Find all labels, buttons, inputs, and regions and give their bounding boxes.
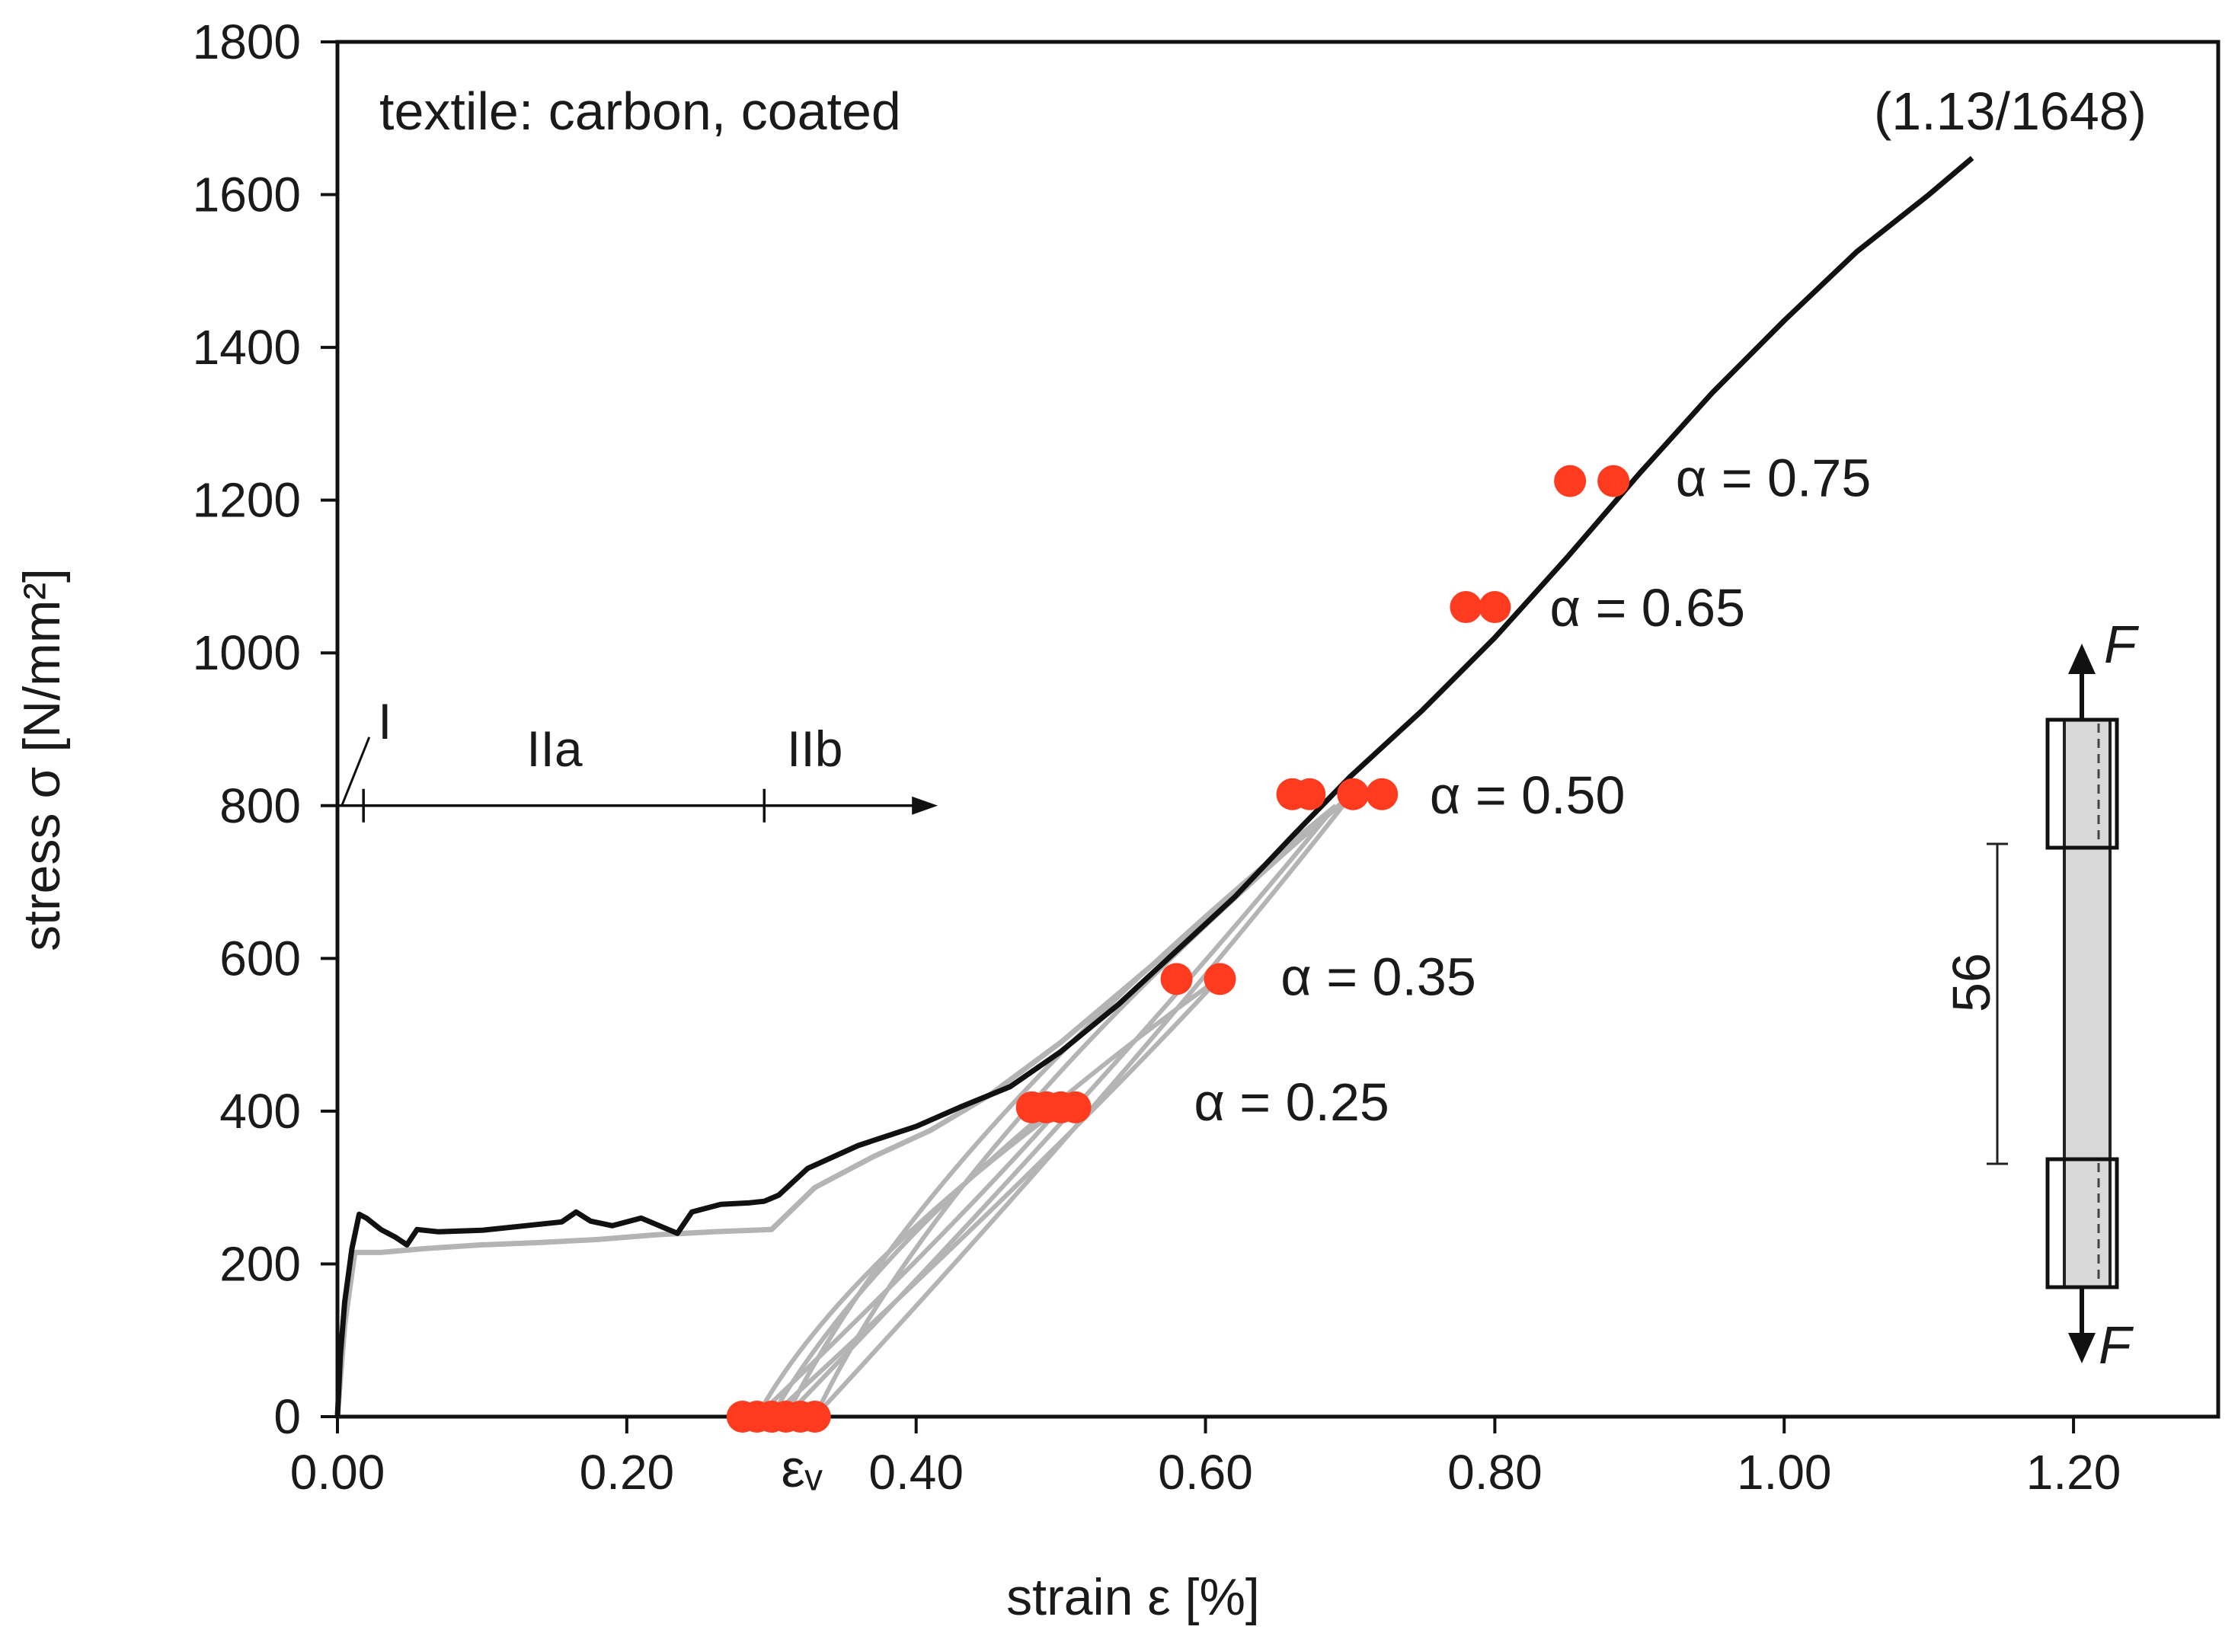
y-axis-title: stress σ [N/mm²] xyxy=(13,568,71,951)
x-tick-label: 1.20 xyxy=(2026,1445,2121,1500)
cyclic-curves xyxy=(334,794,1352,1419)
alpha-marker-point xyxy=(798,1401,831,1433)
force-top-label: F xyxy=(2104,615,2140,674)
unloading-branch xyxy=(784,804,1338,1418)
phase-indicator: I IIa IIb xyxy=(337,693,938,823)
endpoint-annotation: (1.13/1648) xyxy=(1874,81,2147,141)
reloading-branch xyxy=(769,976,1222,1419)
x-tick-label: 0.80 xyxy=(1447,1445,1543,1500)
epsilon-v-label: εᵥ xyxy=(782,1439,823,1498)
alpha-marker-point xyxy=(1160,963,1193,995)
force-top-arrow-icon xyxy=(2068,644,2096,674)
x-tick-label: 0.60 xyxy=(1158,1445,1253,1500)
x-tick-label: 0.40 xyxy=(868,1445,964,1500)
y-tick-label: 800 xyxy=(219,778,301,833)
alpha-label: α = 0.65 xyxy=(1550,578,1745,637)
x-tick-label: 0.00 xyxy=(290,1445,385,1500)
plot-frame xyxy=(335,40,2220,1419)
alpha-marker-point xyxy=(1597,465,1630,497)
y-tick-label: 1000 xyxy=(193,625,301,680)
alpha-marker-point xyxy=(1204,963,1236,995)
monotonic-curve xyxy=(334,155,1974,1417)
phase-IIa-label: IIa xyxy=(526,721,583,777)
alpha-marker-point xyxy=(1479,591,1511,624)
alpha-label: α = 0.25 xyxy=(1194,1072,1389,1132)
textile-annotation: textile: carbon, coated xyxy=(379,81,901,141)
phase-arrow-icon xyxy=(912,796,938,815)
y-tick-label: 1400 xyxy=(193,320,301,375)
y-tick-label: 1800 xyxy=(193,14,301,69)
axis-ticks: 0.00 0.20 0.40 0.60 0.80 1.00 1.20 0 200 400 600 80… xyxy=(193,14,2121,1500)
alpha-label: α = 0.50 xyxy=(1430,765,1625,825)
unloading-branch xyxy=(769,975,1222,1418)
dimension-label: 56 xyxy=(1942,953,2001,1012)
force-bottom-arrow-icon xyxy=(2068,1333,2096,1363)
force-bottom-label: F xyxy=(2099,1315,2134,1375)
alpha-marker-point xyxy=(1554,465,1587,497)
alpha-marker-point xyxy=(1059,1091,1092,1123)
specimen-diagram: F F 56 xyxy=(1942,615,2140,1375)
monotonic-curve-group xyxy=(334,155,1974,1417)
alpha-marker-point xyxy=(1450,591,1482,624)
reloading-branch xyxy=(813,794,1352,1419)
specimen-strip xyxy=(2063,718,2112,1289)
marker-points xyxy=(726,465,1630,1433)
phase-IIb-label: IIb xyxy=(787,721,842,777)
alpha-marker-point xyxy=(1366,778,1399,810)
alpha-marker-point xyxy=(1293,778,1326,810)
y-tick-label: 400 xyxy=(219,1084,301,1139)
phase-I-label: I xyxy=(378,693,392,749)
alpha-labels: α = 0.75 α = 0.65 α = 0.50 α = 0.35 α = 0.25 xyxy=(1194,449,1871,1132)
unloading-branch xyxy=(755,1105,1063,1418)
alpha-label: α = 0.75 xyxy=(1676,449,1871,508)
x-tick-label: 0.20 xyxy=(580,1445,675,1500)
alpha-label: α = 0.35 xyxy=(1280,947,1475,1006)
y-tick-label: 1600 xyxy=(193,168,301,222)
x-tick-label: 1.00 xyxy=(1737,1445,1832,1500)
x-axis-title: strain ε [%] xyxy=(1006,1568,1260,1626)
y-tick-label: 0 xyxy=(273,1389,301,1444)
y-tick-label: 200 xyxy=(219,1236,301,1291)
y-tick-label: 1200 xyxy=(193,473,301,528)
alpha-marker-point xyxy=(1337,778,1370,810)
y-tick-label: 600 xyxy=(219,931,301,986)
reloading-branch xyxy=(755,1105,1063,1419)
phase-I-leader xyxy=(340,737,371,807)
